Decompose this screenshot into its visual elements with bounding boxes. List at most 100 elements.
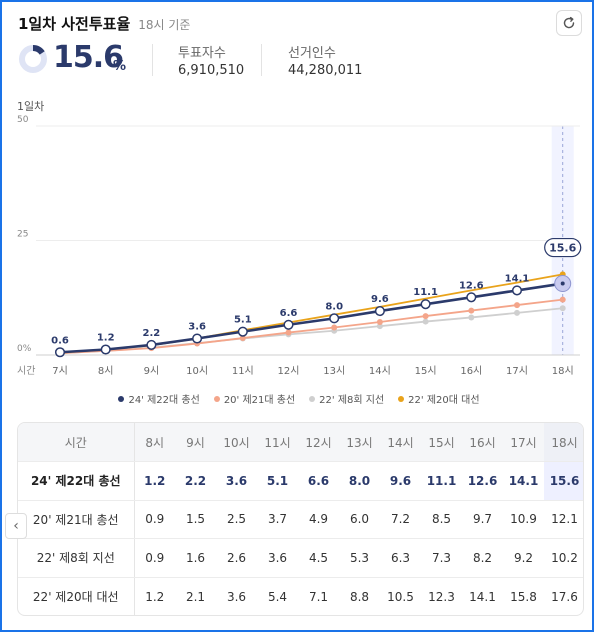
table-header-cell: 8시 [134,423,175,462]
y-tick-label: 25 [17,230,28,240]
data-point [468,307,475,314]
vote-rate-unit: % [113,59,127,74]
table-cell: 2.1 [185,589,206,604]
series-line-s24 [59,282,563,354]
legend-swatch [398,395,405,402]
table-cell: 1.2 [145,589,165,604]
table-cell: 4.9 [298,500,339,539]
data-label: 15.6 [549,242,576,255]
table-cell: 9.6 [380,461,421,501]
legend-label: 22' 제20대 대선 [408,395,480,406]
table-header-cell: 18시 [544,423,583,462]
data-point [237,326,248,337]
legend-swatch [309,395,316,402]
data-point [422,313,429,320]
x-tick-label: 14시 [369,365,391,377]
table-cell: 5.3 [339,538,380,578]
legend-label: 22' 제8회 지선 [319,395,385,406]
table-cell: 14.1 [503,461,544,501]
table-header-cell: 16시 [462,423,503,462]
table-cell: 8.5 [421,500,462,539]
table-cell: 11.1 [421,461,462,501]
refresh-button[interactable] [556,10,582,36]
series-line-s20 [59,298,563,355]
table-header-cell: 10시 [216,423,257,462]
table-header-row: 시간 8시 9시 10시 11시 12시 13시 14시 15시 16시 17시 18시 [18,423,583,462]
x-tick-label: 13시 [323,365,345,377]
data-point [559,296,566,303]
divider [261,44,262,76]
table-row: 22' 제20대 대선 1.2 2.1 3.6 5.4 7.1 8.8 10.5 12.3 14.… [18,577,583,615]
table-header-cell: 12시 [298,423,339,462]
data-point [514,302,520,309]
table-cell: 4.5 [298,538,339,578]
data-label: 8.0 [325,301,343,312]
refresh-icon [563,16,575,29]
table-cell: 8.0 [339,461,380,501]
data-point [422,318,429,325]
table-cell: 15.6 [544,461,583,501]
data-point [559,305,566,312]
table-cell: 3.6 [216,461,257,501]
data-label: 5.1 [234,315,252,326]
legend-item: 24' 제22대 총선 [118,391,200,406]
table-cell: 6.0 [339,500,380,539]
widget-title: 1일차 사전투표율 [18,15,131,33]
widget-header: 1일차 사전투표율 18시 기준 [18,13,190,34]
data-label: 11.1 [413,287,438,298]
table-row: 22' 제8회 지선 0.9 1.6 2.6 3.6 4.5 5.3 6.3 7.3 8.2 9.2… [18,538,583,578]
table-cell: 12.3 [428,589,455,604]
data-label: 3.6 [188,322,206,333]
turnout-line-chart: 0% 25 50 시간 7시 8시 9시 10시 11시 12시 13시 14시 15시 16시 17시 18… [17,115,582,377]
data-point [376,319,383,326]
legend-item: 22' 제8회 지선 [309,391,384,406]
data-point [192,333,203,344]
legend-item: 20' 제21대 총선 [213,391,295,406]
rate-ring-icon [19,45,47,73]
table-cell: 2.2 [175,461,216,501]
x-tick-label: 8시 [98,365,114,377]
chevron-left-icon: ‹ [13,518,19,534]
x-axis-title: 시간 [17,365,35,377]
table-cell: 10.2 [544,538,583,578]
table-row-label: 22' 제8회 지선 [18,538,135,578]
data-point [560,281,565,286]
data-point [466,292,477,303]
x-tick-label: 18시 [552,365,574,377]
data-point [331,324,338,331]
data-point [100,344,111,355]
table-cell: 9.7 [462,500,503,539]
data-point [514,309,520,316]
table-cell: 3.6 [226,589,247,604]
data-point [468,314,475,321]
table-cell: 1.6 [175,538,216,578]
table-cell: 7.1 [308,589,329,604]
table-cell: 5.1 [257,461,298,501]
data-label: 6.6 [280,308,298,319]
table-scroll-left-button[interactable]: ‹ [5,513,27,539]
data-point [285,329,292,336]
table-cell: 6.3 [380,538,421,578]
table-cell: 9.2 [503,538,544,578]
x-tick-label: 12시 [278,365,300,377]
x-tick-label: 10시 [186,365,208,377]
data-point [283,319,294,330]
x-tick-label: 11시 [232,365,254,377]
data-point [54,347,66,358]
legend-label: 24' 제22대 총선 [128,395,200,406]
table-row-label: 22' 제20대 대선 [18,577,135,615]
table-cell: 3.7 [257,500,298,539]
table-header-cell: 15시 [421,423,462,462]
y-tick-label: 0% [17,344,32,354]
table-cell: 2.5 [216,500,257,539]
table-cell: 14.1 [469,589,496,604]
table-cell: 0.9 [134,500,175,539]
table-row: 24' 제22대 총선 1.2 2.2 3.6 5.1 6.6 8.0 9.6 11.1 12.6… [18,461,583,501]
data-point [374,305,385,317]
table-header-label: 시간 [18,423,135,462]
table-header-cell: 17시 [503,423,544,462]
table-cell: 12.1 [544,500,583,539]
x-tick-label: 9시 [144,365,160,377]
table-cell: 7.2 [380,500,421,539]
data-point [376,323,383,330]
